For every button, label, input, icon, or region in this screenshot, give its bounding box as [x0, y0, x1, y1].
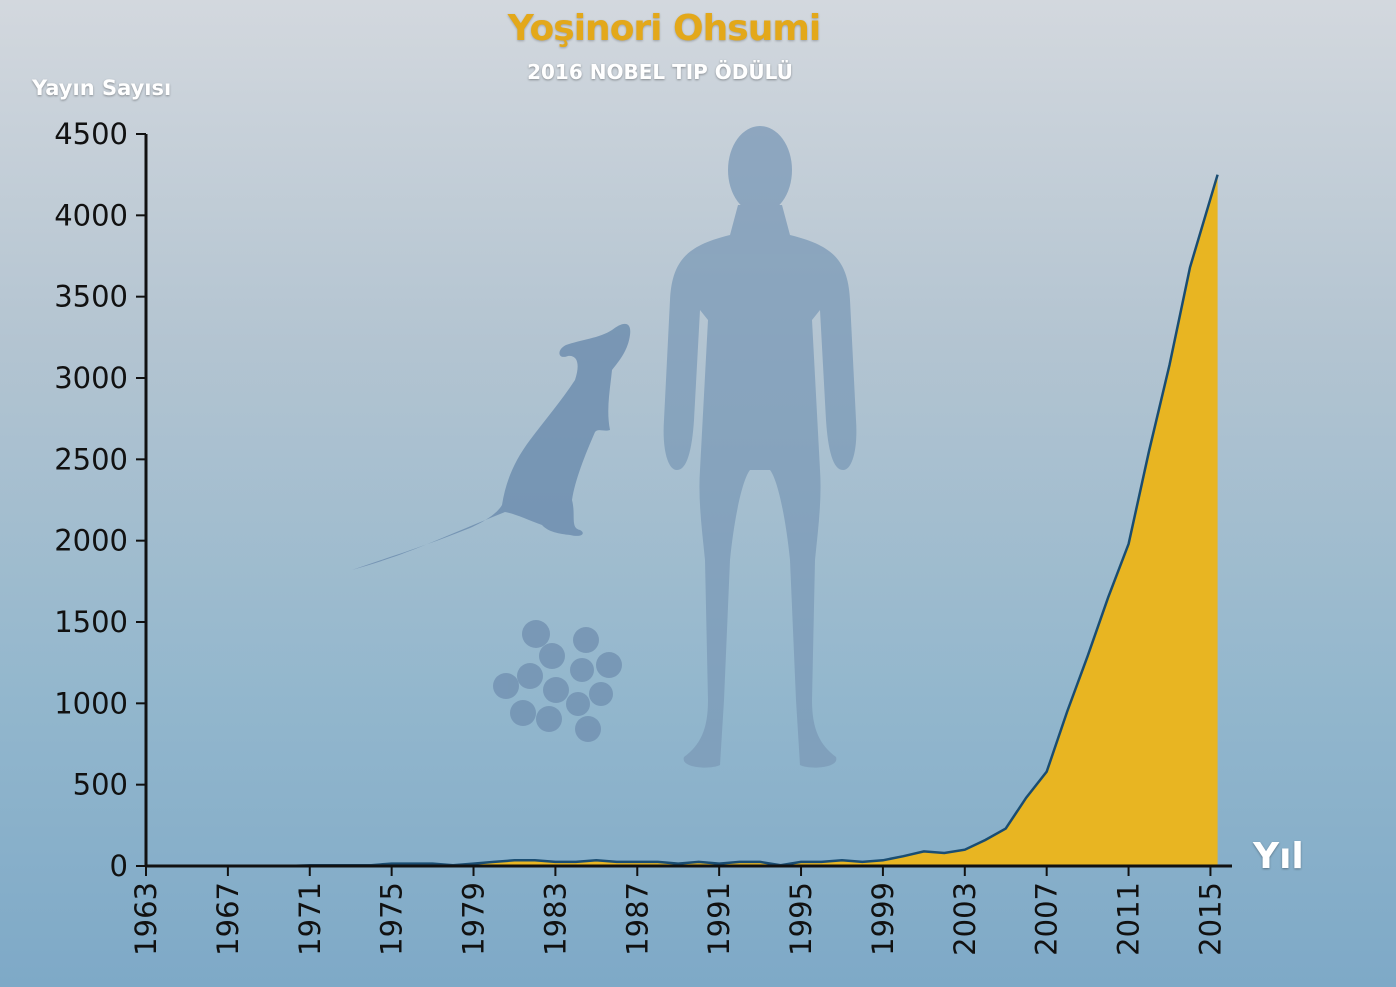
- yeast-cells: [493, 620, 622, 742]
- y-tick-label: 1000: [54, 686, 128, 720]
- x-tick-label: 2015: [1193, 882, 1227, 956]
- y-tick-label: 500: [73, 768, 128, 802]
- x-tick-label: 1967: [211, 882, 245, 956]
- x-tick-label: 1971: [293, 882, 327, 956]
- x-tick-label: 1975: [375, 882, 409, 956]
- y-tick-label: 4000: [54, 198, 128, 232]
- x-tick-label: 2011: [1112, 882, 1146, 956]
- x-tick-label: 1987: [620, 882, 654, 956]
- y-tick-label: 1500: [54, 605, 128, 639]
- x-tick-label: 1979: [457, 882, 491, 956]
- y-tick-label: 2000: [54, 524, 128, 558]
- rat-silhouette: [352, 323, 631, 570]
- human-silhouette: [663, 126, 857, 768]
- x-tick-label: 1991: [702, 882, 736, 956]
- x-tick-label: 1999: [866, 882, 900, 956]
- y-tick-label: 3000: [54, 361, 128, 395]
- x-tick-label: 2003: [948, 882, 982, 956]
- x-tick-label: 1995: [784, 882, 818, 956]
- y-tick-label: 2500: [54, 442, 128, 476]
- chart-title: Yoşinori Ohsumi: [507, 8, 821, 49]
- y-tick-label: 0: [110, 849, 128, 883]
- y-tick-label: 3500: [54, 280, 128, 314]
- x-tick-label: 2007: [1030, 882, 1064, 956]
- chart-subtitle: 2016 NOBEL TIP ÖDÜLÜ: [527, 60, 793, 84]
- x-tick-label: 1963: [129, 882, 163, 956]
- x-axis-label: Yıl: [1253, 836, 1304, 877]
- area-fill: [146, 174, 1218, 866]
- x-tick-label: 1983: [538, 882, 572, 956]
- y-axis-label: Yayın Sayısı: [32, 76, 172, 100]
- y-tick-label: 4500: [54, 117, 128, 151]
